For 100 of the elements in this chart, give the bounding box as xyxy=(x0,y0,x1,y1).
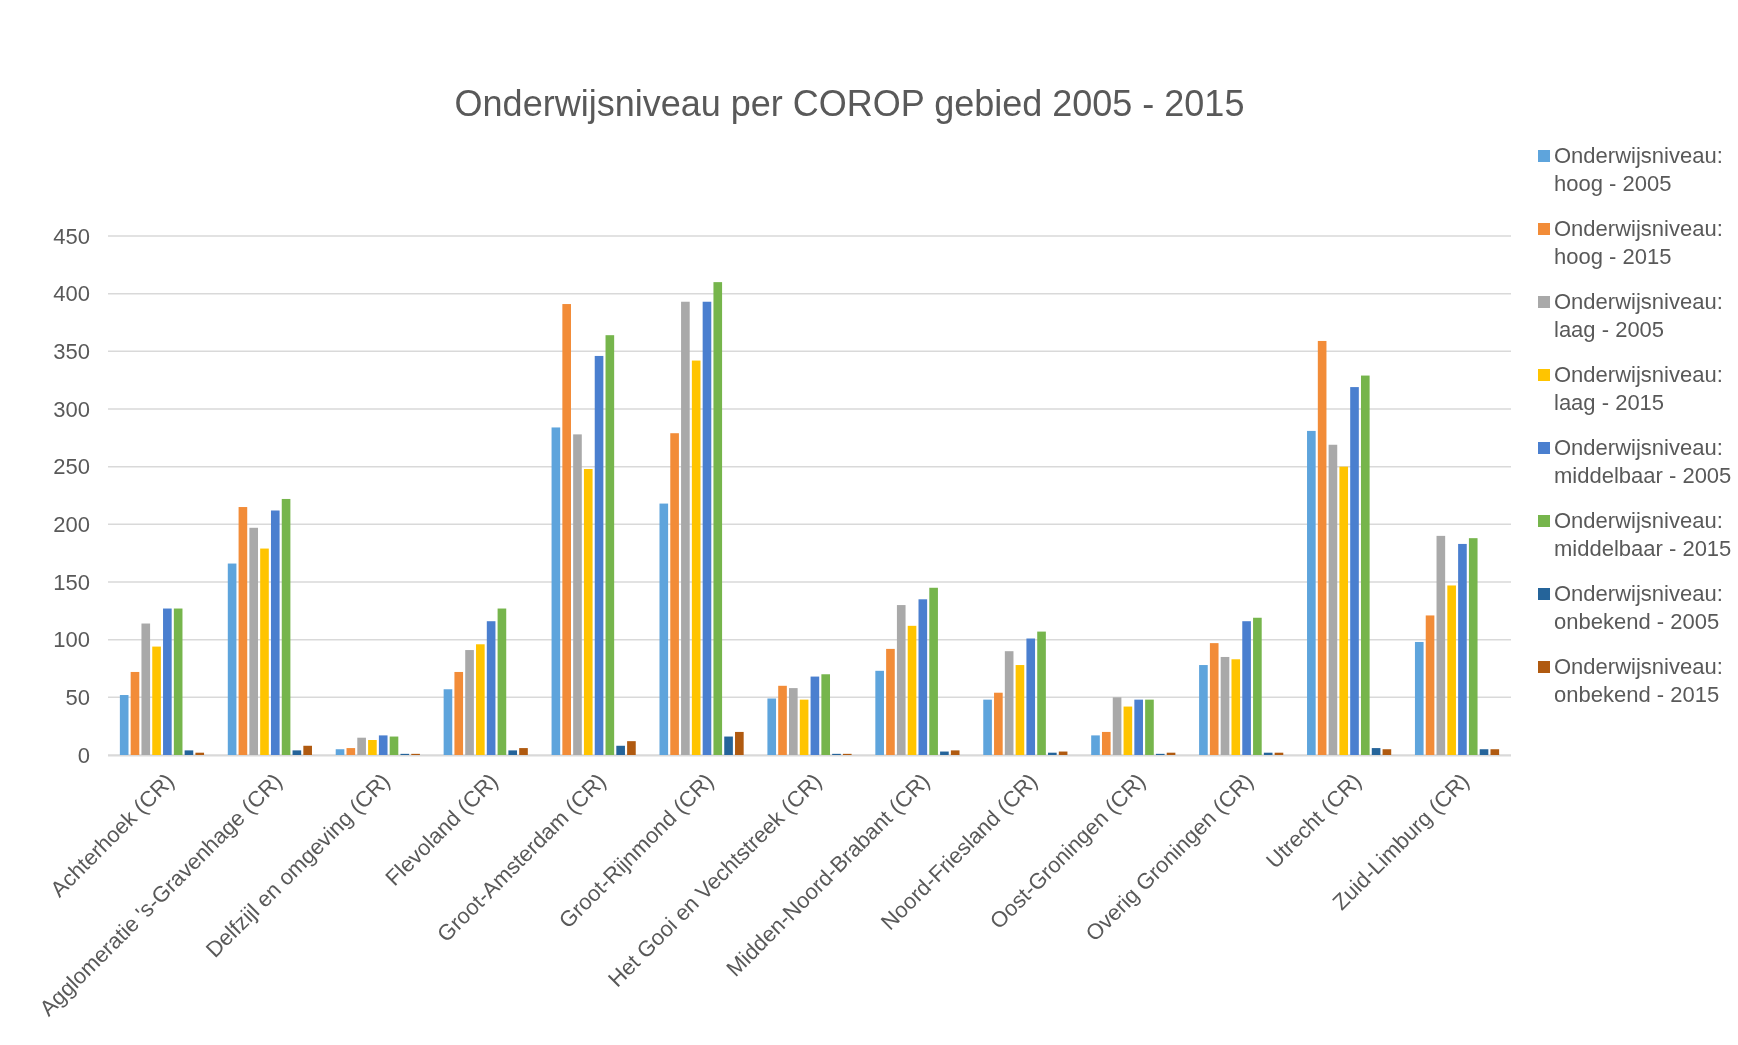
y-tick-label: 450 xyxy=(53,223,90,249)
bar xyxy=(292,750,302,755)
y-tick-label: 100 xyxy=(53,627,90,653)
bar xyxy=(152,646,161,755)
bar xyxy=(875,670,884,755)
bar xyxy=(1371,748,1381,755)
bar xyxy=(810,676,820,755)
bar xyxy=(249,527,259,755)
bar xyxy=(119,695,129,755)
bar xyxy=(702,301,712,755)
bar xyxy=(659,503,669,755)
bar xyxy=(1220,656,1230,755)
bar xyxy=(918,599,928,755)
bar xyxy=(1231,659,1241,755)
bar xyxy=(163,608,172,755)
bar xyxy=(497,608,507,755)
bar xyxy=(583,468,593,755)
bar xyxy=(735,731,744,755)
y-tick-label: 150 xyxy=(53,569,90,595)
bar xyxy=(1382,749,1392,755)
bar xyxy=(270,510,280,755)
legend-label: Onderwijsniveau: middelbaar - 2005 xyxy=(1554,435,1732,488)
bar xyxy=(465,650,474,755)
bar xyxy=(983,699,992,755)
bar xyxy=(508,750,518,755)
bar xyxy=(551,427,561,755)
bar xyxy=(1048,752,1057,755)
bar xyxy=(778,685,787,755)
bar xyxy=(1468,538,1478,755)
bar xyxy=(929,587,938,755)
bar xyxy=(1317,340,1327,755)
bar xyxy=(1026,638,1036,755)
bar xyxy=(1242,621,1251,755)
bar xyxy=(670,433,679,755)
y-tick-label: 250 xyxy=(53,454,90,480)
bar xyxy=(1091,735,1100,755)
bar xyxy=(886,648,895,755)
bar xyxy=(238,507,248,755)
legend-label: Onderwijsniveau: onbekend - 2005 xyxy=(1554,581,1723,634)
bar xyxy=(994,692,1003,755)
bar xyxy=(605,335,615,755)
y-tick-label: 0 xyxy=(77,742,90,768)
bar xyxy=(260,548,269,755)
y-tick-label: 300 xyxy=(53,396,90,422)
bar xyxy=(303,745,312,755)
bar xyxy=(1425,615,1435,755)
bar xyxy=(1209,643,1219,755)
bar xyxy=(357,737,366,755)
bar xyxy=(184,750,194,755)
bar xyxy=(443,689,453,755)
bar xyxy=(1015,665,1025,755)
bar xyxy=(1253,617,1262,755)
bar xyxy=(195,752,205,755)
bar xyxy=(594,355,604,755)
y-tick-label: 400 xyxy=(53,281,90,307)
bar xyxy=(476,644,485,755)
bar xyxy=(1307,430,1316,755)
bar xyxy=(486,621,496,755)
bar xyxy=(1339,466,1349,755)
chart-title: Onderwijsniveau per COROP gebied 2005 - 2015 xyxy=(454,83,1245,124)
bar xyxy=(1123,706,1133,755)
bar xyxy=(1037,631,1046,755)
legend-label: Onderwijsniveau: middelbaar - 2015 xyxy=(1554,508,1732,561)
bar xyxy=(130,671,140,755)
bar xyxy=(1199,665,1208,755)
bar xyxy=(573,434,582,755)
bar xyxy=(1350,387,1359,755)
bar xyxy=(1479,749,1489,755)
y-tick-label: 50 xyxy=(65,685,90,711)
bar xyxy=(389,736,399,755)
bar xyxy=(368,740,377,755)
legend-label: Onderwijsniveau: hoog - 2005 xyxy=(1554,143,1723,196)
bar xyxy=(767,698,777,755)
bar xyxy=(681,301,690,755)
bar xyxy=(1112,697,1122,755)
legend-label: Onderwijsniveau: laag - 2015 xyxy=(1554,362,1723,415)
bar xyxy=(335,749,345,755)
bar xyxy=(281,498,291,755)
bar xyxy=(454,671,464,755)
bar xyxy=(519,748,528,755)
bar xyxy=(789,688,798,755)
bar xyxy=(724,736,733,755)
bar xyxy=(940,751,949,755)
legend-label: Onderwijsniveau: hoog - 2015 xyxy=(1554,216,1723,269)
bar xyxy=(1436,535,1446,755)
bar xyxy=(1145,699,1154,755)
bar xyxy=(1328,444,1338,755)
bar xyxy=(616,745,625,755)
bar xyxy=(1004,651,1014,755)
bar xyxy=(691,360,701,755)
legend-label: Onderwijsniveau: laag - 2005 xyxy=(1554,289,1723,342)
bar xyxy=(950,750,960,755)
bar xyxy=(907,625,917,755)
bar xyxy=(1134,699,1143,755)
bar xyxy=(896,605,906,755)
bar xyxy=(562,304,571,755)
bar xyxy=(1101,731,1111,755)
bar xyxy=(173,608,183,755)
bar xyxy=(141,623,151,755)
bar xyxy=(1447,585,1456,755)
